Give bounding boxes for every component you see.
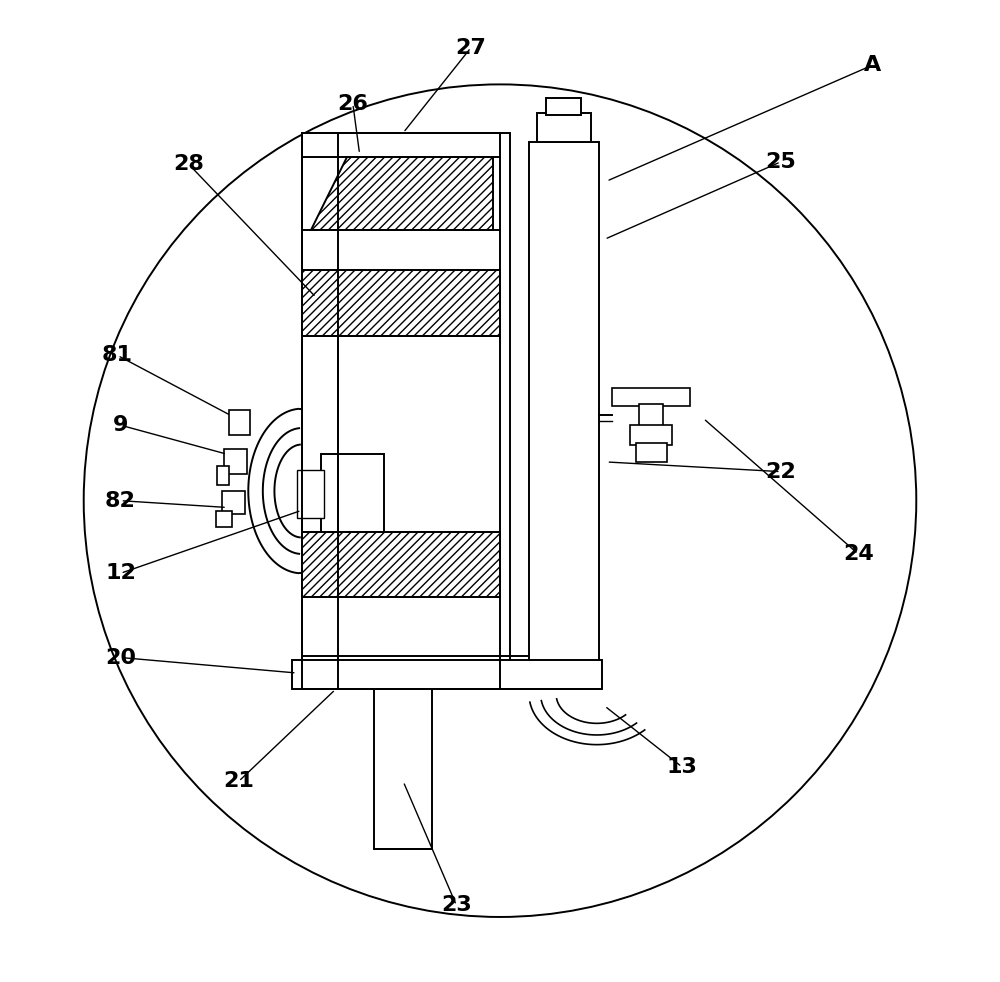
Bar bbox=[374, 689, 432, 849]
Bar bbox=[297, 469, 324, 518]
Bar bbox=[639, 404, 663, 428]
Text: 22: 22 bbox=[765, 462, 796, 481]
Text: 21: 21 bbox=[223, 772, 254, 791]
Text: 25: 25 bbox=[765, 152, 796, 172]
Bar bbox=[224, 450, 247, 473]
Bar bbox=[612, 388, 690, 406]
Polygon shape bbox=[311, 157, 493, 230]
Bar bbox=[529, 142, 599, 689]
Bar bbox=[321, 455, 384, 531]
Text: 13: 13 bbox=[667, 757, 697, 777]
Text: 9: 9 bbox=[113, 415, 128, 435]
Bar bbox=[302, 270, 500, 336]
Text: 12: 12 bbox=[105, 564, 136, 583]
Text: 20: 20 bbox=[105, 647, 136, 668]
Bar bbox=[292, 661, 602, 689]
Bar bbox=[229, 409, 250, 435]
Bar bbox=[222, 491, 245, 515]
Bar bbox=[537, 114, 591, 142]
Text: 82: 82 bbox=[105, 491, 136, 511]
Text: A: A bbox=[864, 55, 881, 75]
Bar bbox=[636, 443, 667, 462]
Bar bbox=[217, 465, 229, 485]
Bar bbox=[302, 133, 500, 689]
Text: 23: 23 bbox=[441, 896, 472, 915]
Text: 26: 26 bbox=[337, 93, 368, 114]
Bar bbox=[313, 135, 490, 687]
Bar bbox=[546, 98, 581, 115]
Text: 81: 81 bbox=[102, 346, 133, 365]
Text: 28: 28 bbox=[173, 154, 204, 174]
Bar bbox=[216, 512, 232, 526]
Text: 24: 24 bbox=[843, 544, 874, 564]
Bar bbox=[630, 425, 672, 445]
Text: 27: 27 bbox=[456, 37, 486, 58]
Bar bbox=[302, 531, 500, 597]
Bar bbox=[302, 133, 510, 689]
